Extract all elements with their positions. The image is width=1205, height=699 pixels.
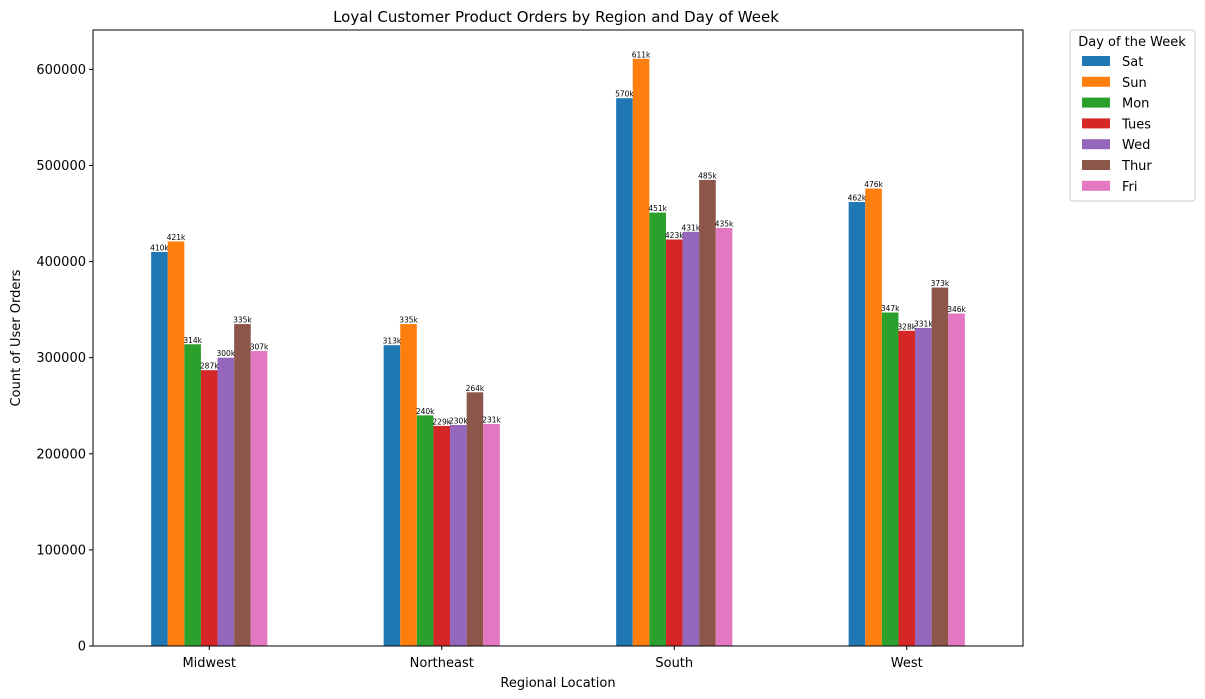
bar-wed-midwest bbox=[217, 357, 235, 646]
bar-fri-south bbox=[715, 227, 733, 646]
bar-value-label: 421k bbox=[167, 233, 186, 242]
bar-value-label: 611k bbox=[632, 50, 651, 59]
legend-swatch-wed bbox=[1082, 139, 1110, 150]
legend-label-mon: Mon bbox=[1122, 97, 1149, 112]
legend-label-wed: Wed bbox=[1122, 138, 1150, 153]
legend-label-sun: Sun bbox=[1122, 76, 1147, 91]
bar-sun-midwest bbox=[167, 241, 185, 647]
bar-value-label: 307k bbox=[250, 342, 269, 351]
bar-sat-south bbox=[616, 98, 633, 647]
x-tick-label: Northeast bbox=[410, 656, 474, 671]
bar-thur-northeast bbox=[466, 392, 484, 646]
bar-value-label: 451k bbox=[648, 204, 667, 213]
bar-value-label: 229k bbox=[432, 417, 451, 426]
bar-value-label: 373k bbox=[931, 279, 950, 288]
bar-sat-midwest bbox=[151, 251, 168, 647]
bar-sat-west bbox=[848, 202, 866, 646]
bar-thur-midwest bbox=[234, 324, 251, 646]
bar-mon-northeast bbox=[416, 415, 434, 646]
bar-tues-west bbox=[898, 330, 916, 646]
bar-sun-northeast bbox=[400, 324, 417, 646]
bar-value-label: 314k bbox=[183, 336, 202, 345]
bar-tues-midwest bbox=[200, 370, 218, 646]
legend-items: Sat Sun Mon Tues Wed Thur Fri bbox=[1082, 55, 1152, 195]
bar-value-label: 570k bbox=[615, 90, 634, 99]
bar-value-label: 230k bbox=[449, 416, 468, 425]
x-tick-label: South bbox=[655, 656, 693, 671]
bar-mon-midwest bbox=[184, 344, 201, 646]
bar-value-label: 476k bbox=[864, 180, 883, 189]
bar-thur-west bbox=[931, 287, 949, 646]
legend-swatch-mon bbox=[1082, 97, 1110, 108]
legend-swatch-thur bbox=[1082, 160, 1110, 170]
legend: Day of the Week Sat Sun Mon Tues Wed Thur Fri bbox=[1069, 29, 1196, 202]
bar-fri-midwest bbox=[250, 350, 268, 646]
bar-value-label: 231k bbox=[482, 416, 501, 425]
bar-value-label: 331k bbox=[914, 319, 933, 328]
legend-box bbox=[1069, 29, 1196, 202]
bar-value-label: 410k bbox=[150, 243, 169, 252]
legend-swatch-fri bbox=[1082, 180, 1110, 191]
bar-value-label: 313k bbox=[383, 337, 402, 346]
bar-value-label: 335k bbox=[399, 316, 418, 325]
bar-value-label: 431k bbox=[682, 223, 701, 232]
bar-tues-south bbox=[665, 239, 683, 646]
y-tick-label: 0 bbox=[78, 640, 86, 655]
y-axis: 0 100000 200000 300000 400000 500000 600000 bbox=[36, 63, 93, 655]
chart-title: Loyal Customer Product Orders by Region … bbox=[333, 8, 779, 26]
bar-fri-west bbox=[948, 313, 965, 646]
bar-sat-northeast bbox=[383, 345, 401, 646]
y-tick-label: 500000 bbox=[36, 159, 86, 174]
bar-tues-northeast bbox=[433, 425, 451, 646]
bar-value-label: 347k bbox=[881, 304, 900, 313]
bar-value-label: 287k bbox=[200, 362, 219, 371]
bar-value-label: 462k bbox=[848, 194, 867, 203]
bars-layer bbox=[151, 58, 965, 647]
y-axis-title: Count of User Orders bbox=[9, 269, 24, 406]
x-axis-title: Regional Location bbox=[500, 676, 615, 691]
legend-label-thur: Thur bbox=[1121, 159, 1152, 174]
bar-value-label: 240k bbox=[416, 407, 435, 416]
bar-thur-south bbox=[699, 179, 716, 647]
x-axis: Midwest Northeast South West bbox=[182, 646, 923, 671]
y-tick-label: 200000 bbox=[36, 447, 86, 462]
legend-swatch-sat bbox=[1082, 56, 1110, 66]
bar-labels-layer: 410k 313k 570k 462k 421k 335k 611k 476k 314k 240k… bbox=[150, 50, 966, 426]
bar-value-label: 335k bbox=[233, 316, 252, 325]
bar-value-label: 485k bbox=[698, 171, 717, 180]
bar-sun-west bbox=[865, 188, 882, 646]
bar-mon-west bbox=[881, 312, 899, 646]
legend-swatch-sun bbox=[1082, 76, 1110, 87]
bar-value-label: 328k bbox=[897, 322, 916, 331]
bar-value-label: 423k bbox=[665, 231, 684, 240]
bar-value-label: 264k bbox=[466, 384, 485, 393]
legend-label-tues: Tues bbox=[1121, 117, 1151, 132]
y-tick-label: 600000 bbox=[36, 63, 86, 78]
bar-sun-south bbox=[632, 58, 650, 646]
bar-wed-south bbox=[682, 231, 700, 646]
legend-title: Day of the Week bbox=[1078, 35, 1186, 50]
bar-fri-northeast bbox=[483, 424, 500, 646]
y-tick-label: 100000 bbox=[36, 543, 86, 558]
bar-wed-northeast bbox=[450, 424, 467, 646]
x-tick-label: West bbox=[891, 656, 923, 671]
legend-label-sat: Sat bbox=[1122, 55, 1143, 70]
legend-swatch-tues bbox=[1082, 118, 1110, 129]
x-tick-label: Midwest bbox=[182, 656, 236, 671]
plot-frame bbox=[92, 29, 1024, 647]
bar-value-label: 300k bbox=[217, 349, 236, 358]
y-tick-label: 300000 bbox=[36, 351, 86, 366]
bar-mon-south bbox=[649, 212, 666, 646]
legend-label-fri: Fri bbox=[1122, 180, 1138, 195]
bar-wed-west bbox=[915, 327, 932, 646]
bar-value-label: 346k bbox=[947, 305, 966, 314]
bar-value-label: 435k bbox=[715, 219, 734, 228]
y-tick-label: 400000 bbox=[36, 255, 86, 270]
